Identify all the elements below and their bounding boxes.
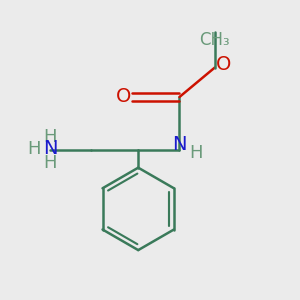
Text: O: O — [116, 88, 131, 106]
Text: N: N — [172, 135, 187, 154]
Text: CH₃: CH₃ — [200, 31, 230, 49]
Text: N: N — [43, 139, 57, 158]
Text: H: H — [189, 144, 202, 162]
Text: H: H — [27, 140, 40, 158]
Text: H: H — [43, 154, 57, 172]
Text: H: H — [43, 128, 57, 146]
Text: O: O — [216, 55, 231, 74]
